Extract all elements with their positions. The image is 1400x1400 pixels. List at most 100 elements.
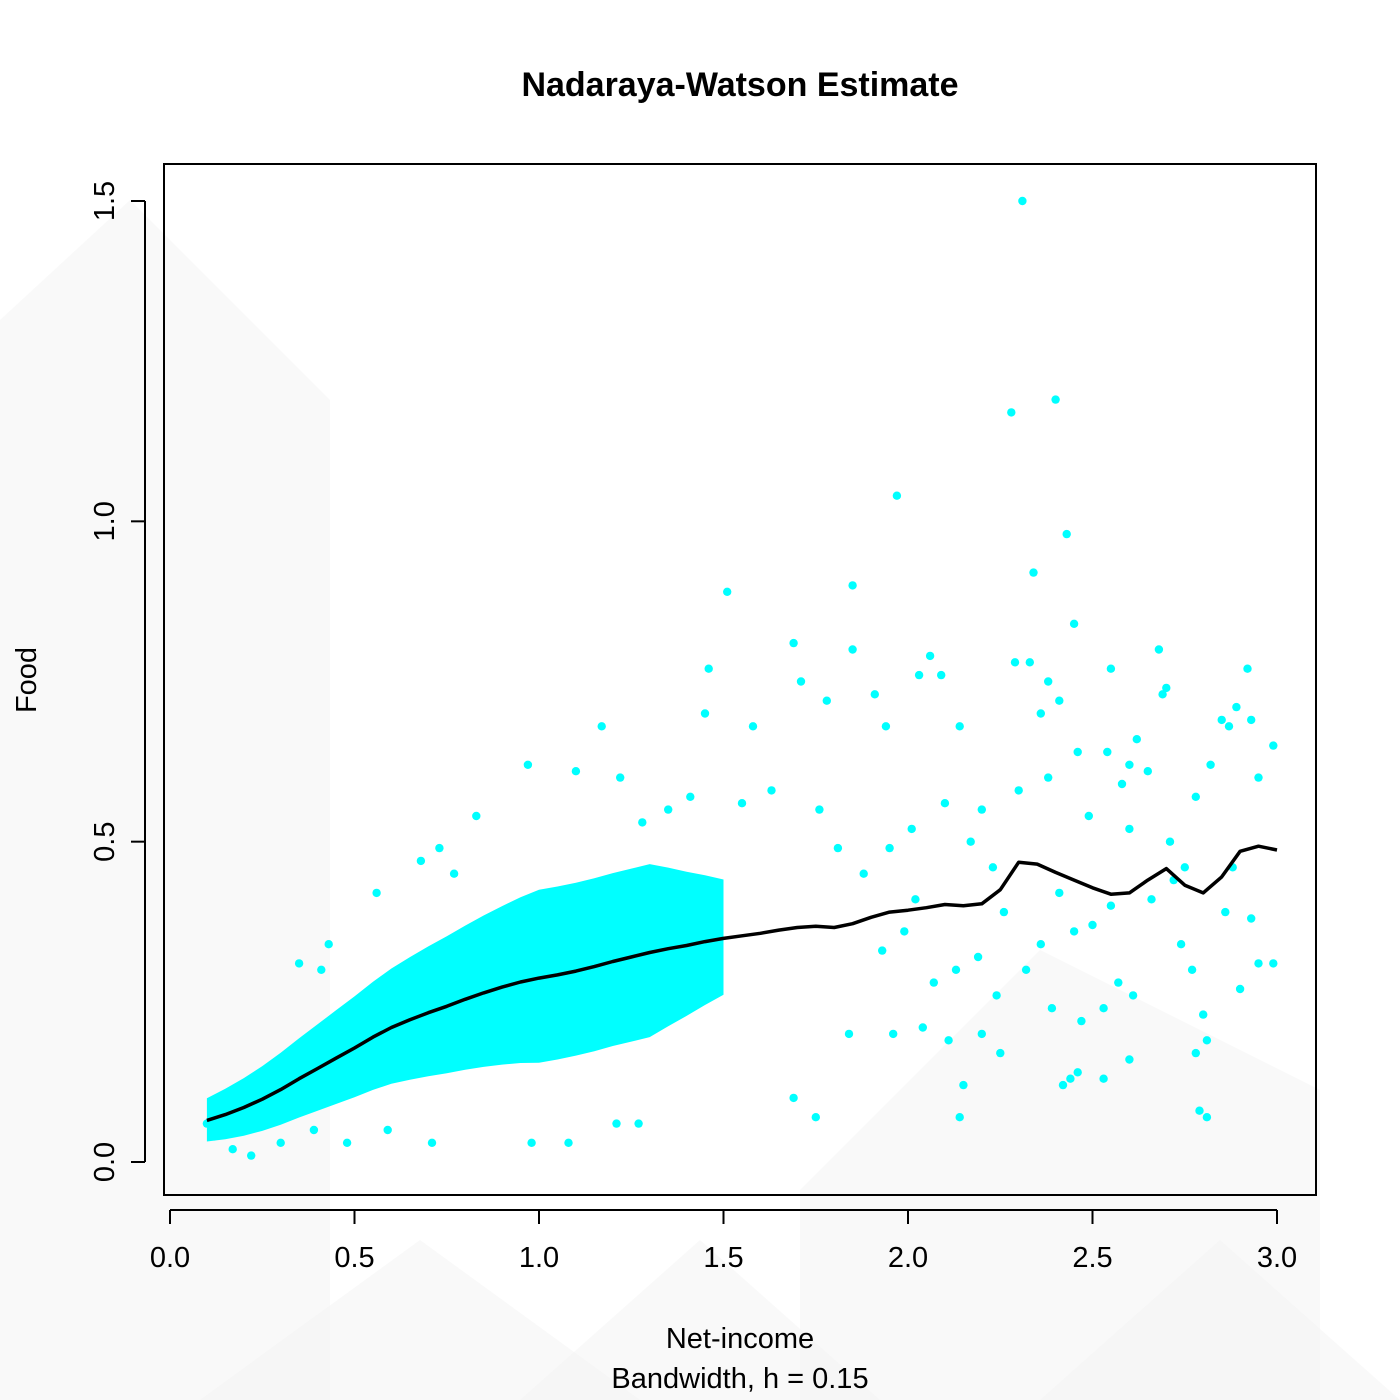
- scatter-point: [612, 1119, 621, 1128]
- scatter-point: [1221, 907, 1230, 917]
- scatter-point: [977, 1029, 986, 1039]
- scatter-point: [848, 581, 857, 590]
- scatter-point: [228, 1145, 237, 1154]
- scatter-point: [885, 843, 894, 853]
- scatter-point: [1103, 747, 1112, 757]
- scatter-point: [1128, 991, 1138, 1000]
- scatter-point: [1247, 715, 1256, 725]
- scatter-point: [704, 664, 713, 673]
- y-axis-label: Food: [11, 647, 43, 713]
- scatter-point: [955, 722, 964, 731]
- scatter-point: [416, 856, 426, 866]
- scatter-point: [1191, 792, 1201, 801]
- scatter-point: [1187, 965, 1197, 974]
- scatter-point: [1058, 1080, 1068, 1090]
- y-axis: 0.0 0.5 1.0 1.5: [89, 181, 146, 1182]
- scatter-point: [977, 805, 986, 814]
- scatter-point: [383, 1125, 392, 1135]
- scatter-point: [1162, 683, 1171, 693]
- scatter-point: [988, 863, 998, 872]
- x-axis-label: Net-income: [666, 1323, 814, 1355]
- scatter-point: [951, 965, 961, 974]
- scatter-point: [1073, 1068, 1082, 1077]
- scatter-point: [700, 709, 710, 718]
- x-axis: 0.0 0.5 1.0 1.5 2.0 2.5 3.0: [150, 1209, 1297, 1274]
- bandwidth-subtitle: Bandwidth, h = 0.15: [611, 1363, 868, 1395]
- scatter-point: [1243, 664, 1252, 673]
- scatter-point: [1247, 914, 1256, 923]
- scatter-point: [767, 786, 776, 795]
- scatter-point: [1021, 965, 1031, 974]
- scatter-point: [1106, 901, 1116, 910]
- scatter-point: [929, 978, 938, 987]
- scatter-point: [616, 773, 625, 782]
- scatter-point: [889, 1029, 898, 1039]
- scatter-point: [1125, 760, 1134, 769]
- x-tick-label: 0.5: [334, 1242, 374, 1274]
- scatter-point: [686, 792, 695, 801]
- scatter-point: [324, 940, 333, 949]
- scatter-point: [1073, 747, 1082, 757]
- scatter-point: [1254, 959, 1263, 968]
- scatter-point: [1202, 1113, 1212, 1122]
- scatter-point: [914, 670, 924, 680]
- scatter-point: [1069, 619, 1079, 628]
- scatter-point: [309, 1125, 319, 1135]
- scatter-point: [911, 895, 920, 904]
- scatter-point: [822, 696, 831, 705]
- scatter-point: [597, 722, 606, 731]
- nadaraya-watson-line: [206, 844, 1278, 1123]
- background-decoration: [0, 200, 1400, 1400]
- scatter-point: [966, 837, 975, 846]
- scatter-point: [1010, 658, 1020, 667]
- x-tick-label: 2.5: [1072, 1242, 1112, 1274]
- scatter-point: [1117, 779, 1127, 789]
- scatter-point: [449, 869, 459, 878]
- scatter-point: [342, 1138, 352, 1148]
- scatter-point: [247, 1151, 256, 1160]
- plot-frame: [163, 163, 1317, 1196]
- scatter-point: [870, 690, 879, 699]
- scatter-point: [815, 805, 824, 814]
- scatter-point: [999, 907, 1009, 917]
- y-tick-label: 0.5: [89, 822, 121, 862]
- scatter-point: [1158, 690, 1167, 699]
- scatter-point: [1069, 927, 1079, 936]
- scatter-point: [848, 645, 857, 654]
- y-tick-label: 1.0: [89, 501, 121, 541]
- scatter-point: [1224, 722, 1234, 731]
- scatter-point: [789, 1093, 798, 1103]
- scatter-point: [1036, 709, 1046, 718]
- scatter-point: [1055, 696, 1064, 705]
- scatter-point: [634, 1119, 643, 1128]
- scatter-point: [1143, 767, 1153, 776]
- scatter-point: [564, 1138, 573, 1148]
- smooth-line-layer: [206, 844, 1278, 1123]
- scatter-point: [811, 1113, 820, 1122]
- scatter-point: [789, 638, 798, 648]
- scatter-point: [1055, 888, 1064, 898]
- scatter-point: [1176, 940, 1186, 949]
- scatter-point: [1029, 568, 1038, 577]
- scatter-point: [892, 491, 902, 500]
- scatter-point: [737, 799, 747, 808]
- scatter-point: [1165, 837, 1175, 846]
- scatter-point: [925, 651, 935, 661]
- x-tick-label: 1.5: [703, 1242, 743, 1274]
- scatter-point: [959, 1080, 968, 1090]
- scatter-point: [1232, 702, 1241, 712]
- scatter-point: [844, 1029, 854, 1039]
- scatter-point: [1062, 529, 1071, 539]
- scatter-point: [527, 1138, 536, 1148]
- scatter-point: [294, 959, 304, 968]
- scatter-point: [1099, 1004, 1108, 1013]
- scatter-point: [878, 946, 887, 955]
- scatter-point: [748, 722, 758, 731]
- scatter-point: [992, 991, 1001, 1000]
- scatter-point: [1066, 1074, 1075, 1083]
- scatter-point: [1269, 959, 1278, 968]
- scatter-point: [1206, 760, 1215, 769]
- scatter-point: [1044, 773, 1053, 782]
- scatter-point: [571, 767, 581, 776]
